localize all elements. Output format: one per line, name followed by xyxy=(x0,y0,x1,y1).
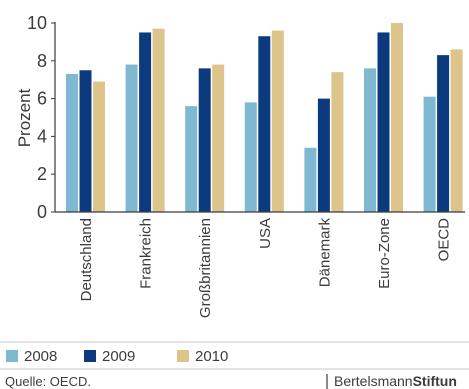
legend-label-2010: 2010 xyxy=(195,348,228,365)
x-tick-label-oecd: OECD xyxy=(436,218,453,262)
bar-2010-grossbritannien xyxy=(212,64,225,212)
bar-2009-euro-zone xyxy=(377,32,390,213)
legend-swatch-2008 xyxy=(6,350,18,362)
bar-2008-danemark xyxy=(304,147,317,212)
bar-2008-deutschland xyxy=(66,74,78,212)
x-tick-label-usa: USA xyxy=(257,218,274,249)
x-tick-label-euro-zone: Euro-Zone xyxy=(376,218,393,289)
bertelsmann-logo: BertelsmannStiftun xyxy=(334,373,457,389)
bars-group xyxy=(66,23,463,213)
legend-swatch-2009 xyxy=(84,350,96,362)
bar-2010-frankreich xyxy=(152,28,165,213)
legend-item-2010: 2010 xyxy=(177,348,228,365)
bar-2010-deutschland xyxy=(93,81,105,212)
y-tick-label: 2 xyxy=(37,164,47,184)
bar-2010-oecd xyxy=(450,49,463,213)
bar-2009-deutschland xyxy=(79,70,92,212)
bar-2010-euro-zone xyxy=(391,23,403,212)
bar-2009-danemark xyxy=(317,98,330,212)
legend-label-2009: 2009 xyxy=(102,348,135,365)
legend-swatch-2010 xyxy=(177,350,189,362)
bar-2010-danemark xyxy=(331,72,344,212)
y-tick-label: 8 xyxy=(37,51,47,71)
y-tick-label: 0 xyxy=(37,202,47,222)
y-axis-title: Prozent xyxy=(15,88,34,147)
y-tick-label: 6 xyxy=(37,89,47,109)
x-tick-label-deutschland: Deutschland xyxy=(78,218,95,301)
legend-item-2008: 2008 xyxy=(6,348,57,365)
logo-text-bold: Stiftun xyxy=(413,373,457,389)
y-axis-ticks: 0 2 4 6 8 10 xyxy=(27,13,55,222)
x-tick-label-grossbritannien: Großbritannien xyxy=(197,218,214,318)
bar-2008-euro-zone xyxy=(364,68,376,212)
x-tick-label-danemark: Dänemark xyxy=(316,218,333,288)
legend-label-2008: 2008 xyxy=(24,348,57,365)
bar-2009-grossbritannien xyxy=(198,68,211,212)
bar-2009-usa xyxy=(258,36,271,213)
bar-2009-oecd xyxy=(437,55,450,212)
bar-2008-grossbritannien xyxy=(185,106,198,212)
source-note: Quelle: OECD. xyxy=(5,374,91,389)
logo-text-regular: Bertelsmann xyxy=(334,373,413,389)
y-tick-label: 10 xyxy=(27,13,47,33)
y-tick-label: 4 xyxy=(37,126,47,146)
bar-2008-usa xyxy=(244,102,257,212)
bar-2010-usa xyxy=(271,30,284,213)
legend: 2008 2009 2010 xyxy=(6,348,228,365)
bar-2008-oecd xyxy=(423,96,436,212)
bar-2009-frankreich xyxy=(139,32,152,213)
legend-item-2009: 2009 xyxy=(84,348,135,365)
x-axis-labels: Deutschland Frankreich Großbritannien USA Dä… xyxy=(78,218,453,319)
bar-2008-frankreich xyxy=(125,64,138,212)
x-tick-label-frankreich: Frankreich xyxy=(138,218,155,289)
